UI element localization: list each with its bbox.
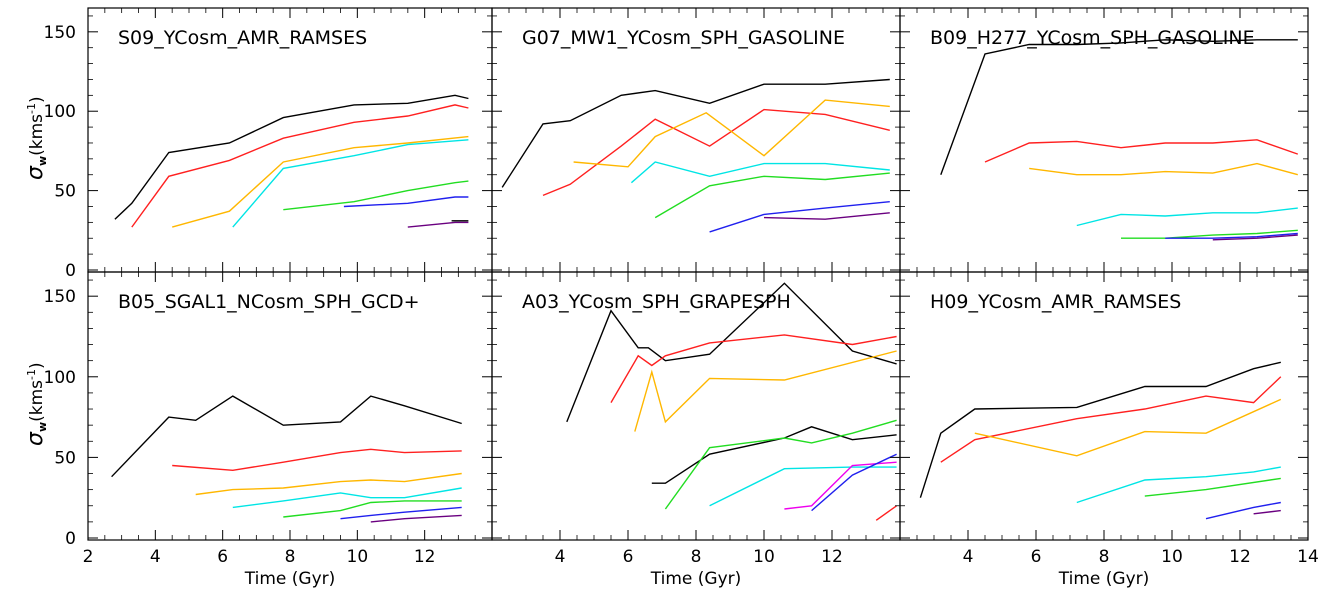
y-tick-label: 0 bbox=[65, 261, 76, 281]
series-line-7 bbox=[763, 212, 890, 220]
x-axis-label: Time (Gyr) bbox=[1058, 569, 1150, 589]
series-line-1 bbox=[114, 94, 469, 220]
panel-title: G07_MW1_YCosm_SPH_GASOLINE bbox=[522, 27, 845, 49]
series-line-6 bbox=[343, 196, 469, 208]
y-tick-label: 100 bbox=[44, 102, 76, 122]
series-line-4 bbox=[1076, 207, 1298, 227]
series-line-5 bbox=[654, 172, 890, 219]
series-line-5 bbox=[283, 500, 462, 518]
series-line-4 bbox=[232, 487, 462, 509]
y-tick-label: 150 bbox=[44, 23, 76, 43]
y-axis-label: σw(kms-1) bbox=[23, 96, 49, 180]
panel-title: B05_SGAL1_NCosm_SPH_GCD+ bbox=[118, 291, 420, 313]
series-line-3 bbox=[573, 99, 890, 168]
series-line-1 bbox=[919, 361, 1281, 498]
x-tick-label: 4 bbox=[555, 547, 566, 567]
series-line-8 bbox=[811, 453, 897, 512]
panel-4: B05_SGAL1_NCosm_SPH_GCD+ 0 50 100 150 σw(kms-… bbox=[23, 271, 493, 589]
series-line-6 bbox=[709, 466, 897, 507]
series-line-5 bbox=[1121, 229, 1298, 239]
panel-6: H09_YCosm_AMR_RAMSES 4 6 8 10 12 14 Time (Gyr) bbox=[899, 271, 1319, 589]
x-tick-label: 12 bbox=[821, 547, 843, 567]
series-line-6 bbox=[709, 201, 890, 233]
y-tick-label: 150 bbox=[44, 287, 76, 307]
series-line-3 bbox=[634, 350, 897, 432]
series-line-7 bbox=[407, 221, 469, 228]
y-tick-label: 0 bbox=[65, 529, 76, 549]
panel-2: G07_MW1_YCosm_SPH_GASOLINE bbox=[491, 7, 901, 273]
x-tick-label: 12 bbox=[414, 547, 436, 567]
series-line-3 bbox=[195, 472, 462, 496]
x-tick-label: 14 bbox=[1297, 547, 1319, 567]
series-line-4 bbox=[232, 139, 469, 228]
x-tick-label: 10 bbox=[1161, 547, 1183, 567]
series-line-3 bbox=[1029, 162, 1298, 176]
x-tick-label: 6 bbox=[217, 547, 228, 567]
x-tick-label: 8 bbox=[285, 547, 296, 567]
panel-title: H09_YCosm_AMR_RAMSES bbox=[930, 291, 1181, 313]
series-line-7 bbox=[1253, 509, 1281, 515]
series-line-5 bbox=[664, 419, 897, 510]
series-line-4 bbox=[651, 426, 897, 484]
series-line-2 bbox=[131, 104, 469, 228]
x-tick-label: 6 bbox=[623, 547, 634, 567]
x-tick-label: 8 bbox=[691, 547, 702, 567]
series-line-2 bbox=[984, 139, 1299, 163]
panel-title: S09_YCosm_AMR_RAMSES bbox=[118, 27, 367, 49]
series-line-1 bbox=[940, 39, 1298, 175]
y-tick-label: 50 bbox=[54, 182, 76, 202]
panel-3: B09_H277_YCosm_SPH_GASOLINE bbox=[899, 7, 1309, 273]
panel-1: S09_YCosm_AMR_RAMSES 0 50 100 150 σw(kms-1) bbox=[23, 7, 493, 281]
series-line-4 bbox=[1076, 466, 1281, 504]
x-tick-label: 2 bbox=[83, 547, 94, 567]
x-axis-label: Time (Gyr) bbox=[244, 569, 336, 589]
series-line-2 bbox=[610, 334, 897, 403]
series-line-4 bbox=[630, 161, 890, 184]
series-line-1 bbox=[111, 395, 462, 478]
series-line-5 bbox=[283, 180, 469, 211]
x-tick-label: 6 bbox=[1031, 547, 1042, 567]
y-axis-label: σw(kms-1) bbox=[23, 362, 49, 446]
x-tick-label: 12 bbox=[1229, 547, 1251, 567]
series-line-1 bbox=[501, 78, 890, 188]
x-axis-label: Time (Gyr) bbox=[650, 569, 742, 589]
panel-5: A03_YCosm_SPH_GRAPESPH 4 6 8 10 12 Time (Gyr) bbox=[491, 271, 901, 589]
x-tick-label: 4 bbox=[963, 547, 974, 567]
series-line-6 bbox=[1165, 232, 1298, 239]
panel-title: B09_H277_YCosm_SPH_GASOLINE bbox=[930, 27, 1255, 49]
x-tick-label: 10 bbox=[753, 547, 775, 567]
series-line-6 bbox=[1205, 501, 1281, 520]
series-line-7 bbox=[1212, 234, 1298, 241]
x-tick-label: 8 bbox=[1099, 547, 1110, 567]
y-tick-label: 50 bbox=[54, 448, 76, 468]
series-line-2 bbox=[172, 448, 462, 472]
x-tick-label: 4 bbox=[150, 547, 161, 567]
y-tick-label: 100 bbox=[44, 368, 76, 388]
series-line-6 bbox=[340, 506, 462, 520]
series-line-1 bbox=[566, 282, 897, 423]
series-line-5 bbox=[1144, 477, 1281, 497]
series-line-7 bbox=[370, 514, 462, 523]
series-line-2 bbox=[940, 376, 1282, 463]
series-line-2 bbox=[542, 108, 890, 197]
panel-title: A03_YCosm_SPH_GRAPESPH bbox=[522, 291, 791, 313]
series-line-9 bbox=[875, 505, 898, 521]
series-line-3 bbox=[974, 398, 1282, 457]
series-line-7 bbox=[784, 461, 897, 510]
series-line-3 bbox=[172, 135, 469, 228]
x-tick-label: 10 bbox=[347, 547, 369, 567]
